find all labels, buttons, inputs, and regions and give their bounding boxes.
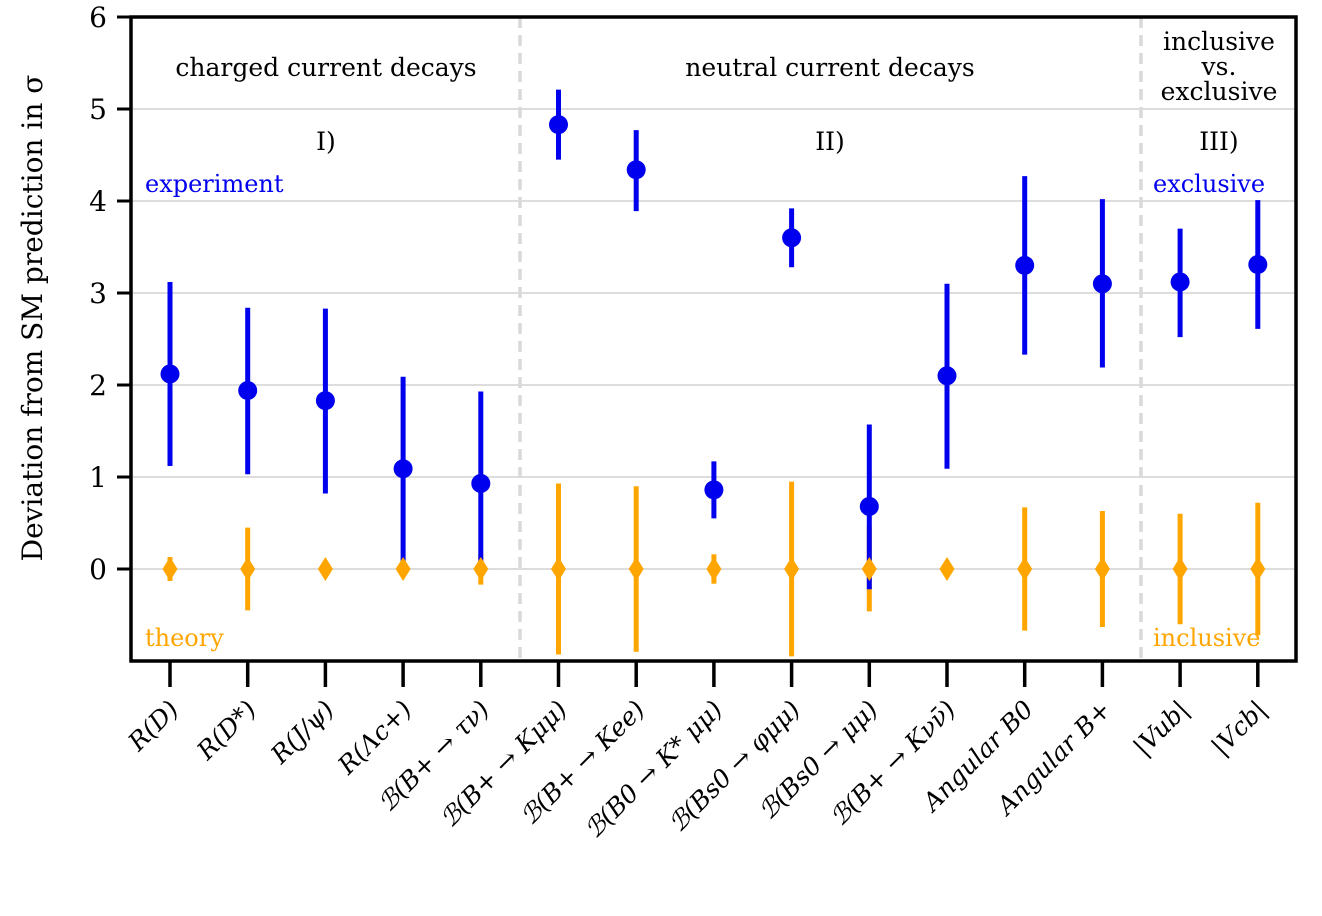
annotations: charged current decays I) neutral current … xyxy=(145,27,1277,652)
experiment-point xyxy=(626,160,646,180)
y-tick-label: 0 xyxy=(89,553,107,586)
section-roman: III) xyxy=(1199,127,1238,156)
theory-point xyxy=(939,557,955,581)
theory-point xyxy=(1172,557,1188,581)
data-markers xyxy=(160,115,1268,581)
y-axis: 0 1 2 3 4 5 6 xyxy=(89,1,131,586)
theory-point xyxy=(240,557,256,581)
theory-point xyxy=(628,557,644,581)
x-tick-label: |Vcb| xyxy=(1206,695,1273,762)
theory-point xyxy=(784,557,800,581)
theory-point xyxy=(317,557,333,581)
section-title: inclusive xyxy=(1163,27,1275,56)
experiment-point xyxy=(471,473,491,493)
theory-point xyxy=(162,557,178,581)
experiment-point xyxy=(549,115,568,135)
section-roman: I) xyxy=(316,127,336,156)
exclusive-label: exclusive xyxy=(1153,170,1265,198)
section-title: exclusive xyxy=(1161,77,1278,106)
section-title: neutral current decays xyxy=(685,53,974,82)
experiment-point xyxy=(315,391,335,411)
x-tick-label: R(J/ψ) xyxy=(264,695,339,770)
y-axis-label: Deviation from SM prediction in σ xyxy=(16,75,49,562)
x-tick-label: ℬ(Bs0 → φμμ) xyxy=(663,695,806,838)
theory-point xyxy=(706,557,722,581)
theory-point xyxy=(861,557,877,581)
x-tick-label: |Vub| xyxy=(1128,695,1195,762)
experiment-label: experiment xyxy=(145,170,284,198)
experiment-point xyxy=(704,480,724,500)
section-title: vs. xyxy=(1201,52,1237,81)
experiment-point xyxy=(1248,254,1268,274)
experiment-point xyxy=(238,381,258,401)
experiment-point xyxy=(1015,255,1035,275)
y-tick-label: 3 xyxy=(89,277,107,310)
experiment-point xyxy=(1092,274,1112,294)
theory-point xyxy=(1094,557,1110,581)
experiment-point xyxy=(393,459,413,479)
section-roman: II) xyxy=(815,127,845,156)
y-tick-label: 4 xyxy=(89,185,107,218)
experiment-point xyxy=(937,366,957,386)
y-tick-label: 6 xyxy=(89,1,107,34)
section-title: charged current decays xyxy=(175,53,476,82)
theory-point xyxy=(395,557,411,581)
experiment-point xyxy=(160,364,180,384)
x-axis: R(D) R(D*) R(J/ψ)R(Λc+)ℬ(B+ → τν)ℬ(B+ → Kμ… xyxy=(122,661,1273,844)
x-tick-label: ℬ(B0 → K* μμ) xyxy=(579,695,728,844)
x-tick-label: R(D) xyxy=(122,695,184,757)
theory-point xyxy=(551,557,566,581)
theory-label: theory xyxy=(145,624,224,652)
theory-point xyxy=(1017,557,1033,581)
y-tick-label: 2 xyxy=(89,369,107,402)
theory-point xyxy=(473,557,489,581)
experiment-point xyxy=(782,228,802,248)
section-dividers xyxy=(518,17,1143,661)
y-tick-label: 1 xyxy=(89,461,107,494)
inclusive-label: inclusive xyxy=(1153,624,1260,652)
theory-point xyxy=(1250,557,1266,581)
experiment-point xyxy=(1170,272,1190,292)
y-tick-label: 5 xyxy=(89,93,107,126)
experiment-point xyxy=(859,496,879,516)
x-tick-label: R(D*) xyxy=(191,695,262,766)
